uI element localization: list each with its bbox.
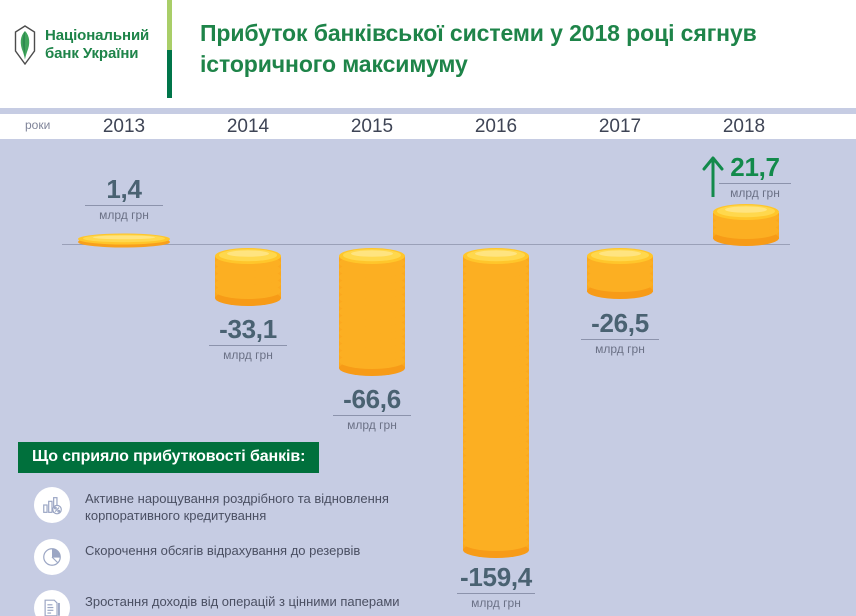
pie-chart-icon bbox=[34, 539, 70, 575]
divider-top-green bbox=[167, 0, 172, 50]
bar-column-2018: 21,7 млрд грн bbox=[682, 144, 806, 616]
bar-column-2013: 1,4 млрд грн bbox=[62, 144, 186, 616]
coin-stack-2018 bbox=[709, 201, 783, 249]
value-rule bbox=[457, 593, 535, 594]
value-label-2014: -33,1 млрд грн bbox=[186, 314, 310, 362]
nbu-leaf-shield-logo-icon bbox=[14, 25, 36, 65]
value-number-2014: -33,1 bbox=[219, 314, 277, 344]
list-item: Зростання доходів від операцій з цінними… bbox=[18, 590, 458, 616]
info-box-title: Що сприяло прибутковості банків: bbox=[18, 442, 320, 473]
value-label-2017: -26,5 млрд грн bbox=[558, 308, 682, 356]
value-rule bbox=[719, 183, 791, 184]
coin-stack-2016 bbox=[459, 244, 533, 560]
value-number-2017: -26,5 bbox=[591, 308, 649, 338]
value-unit-2018: млрд грн bbox=[730, 186, 780, 200]
info-box: Що сприяло прибутковості банків: Активне… bbox=[18, 442, 458, 616]
year-label-2018: 2018 bbox=[722, 116, 766, 137]
value-rule bbox=[209, 345, 287, 346]
info-bullet-list: Активне нарощування роздрібного та відно… bbox=[18, 487, 458, 616]
bar-column-2016: -159,4 млрд грн bbox=[434, 144, 558, 616]
logo-line-2: банк України bbox=[45, 45, 139, 62]
logo-line-1: Національний bbox=[45, 27, 150, 44]
axis-label-years: роки bbox=[25, 118, 51, 132]
year-label-2015: 2015 bbox=[350, 116, 394, 137]
page-title: Прибуток банківської системи у 2018 році… bbox=[200, 20, 757, 77]
year-label-2016: 2016 bbox=[474, 116, 518, 137]
value-number-2018: 21,7 bbox=[730, 152, 780, 182]
value-unit-2016: млрд грн bbox=[471, 596, 521, 610]
year-label-2017: 2017 bbox=[598, 116, 642, 137]
header-divider bbox=[167, 0, 172, 98]
year-label-2013: 2013 bbox=[102, 116, 146, 137]
axis-strip-top bbox=[0, 108, 856, 114]
value-rule bbox=[581, 339, 659, 340]
document-icon bbox=[34, 590, 70, 616]
zero-baseline bbox=[62, 244, 790, 245]
value-unit-2017: млрд грн bbox=[595, 342, 645, 356]
coin-stack-2013 bbox=[76, 232, 172, 248]
coin-stack-2015 bbox=[335, 244, 409, 378]
axis-strip-bottom bbox=[0, 139, 856, 144]
bar-column-2015: -66,6 млрд грн bbox=[310, 144, 434, 616]
value-unit-2015: млрд грн bbox=[347, 418, 397, 432]
value-number-2013: 1,4 bbox=[106, 174, 142, 204]
nbu-logo: Національний банк України bbox=[14, 25, 149, 65]
nbu-logo-text: Національний банк України bbox=[45, 27, 149, 63]
value-number-2016: -159,4 bbox=[460, 562, 532, 592]
divider-bottom-green bbox=[167, 50, 172, 98]
year-axis-bar: роки 2013 2014 2015 2016 2017 2018 bbox=[0, 108, 856, 144]
value-rule bbox=[85, 205, 163, 206]
value-number-2015: -66,6 bbox=[343, 384, 401, 414]
page-header: Національний банк України Прибуток банків… bbox=[0, 0, 856, 108]
year-label-2014: 2014 bbox=[226, 116, 270, 137]
value-label-2016: -159,4 млрд грн bbox=[434, 562, 558, 610]
bar-chart-percent-icon bbox=[34, 487, 70, 523]
value-label-2018: 21,7 млрд грн bbox=[700, 152, 824, 200]
bar-column-2017: -26,5 млрд грн bbox=[558, 144, 682, 616]
up-arrow-icon bbox=[702, 156, 724, 197]
value-unit-2013: млрд грн bbox=[99, 208, 149, 222]
list-item-label: Активне нарощування роздрібного та відно… bbox=[85, 491, 389, 523]
list-item: Активне нарощування роздрібного та відно… bbox=[18, 487, 458, 524]
value-unit-2014: млрд грн bbox=[223, 348, 273, 362]
coin-stack-2017 bbox=[583, 244, 657, 302]
bar-column-2014: -33,1 млрд грн bbox=[186, 144, 310, 616]
chart-area: 1,4 млрд грн bbox=[0, 144, 856, 616]
coin-stack-2014 bbox=[211, 244, 285, 308]
value-label-2015: -66,6 млрд грн bbox=[310, 384, 434, 432]
value-label-2013: 1,4 млрд грн bbox=[62, 174, 186, 222]
value-rule bbox=[333, 415, 411, 416]
list-item-label: Скорочення обсягів відрахування до резер… bbox=[85, 543, 361, 558]
list-item-label: Зростання доходів від операцій з цінними… bbox=[85, 594, 400, 609]
list-item: Скорочення обсягів відрахування до резер… bbox=[18, 539, 458, 575]
